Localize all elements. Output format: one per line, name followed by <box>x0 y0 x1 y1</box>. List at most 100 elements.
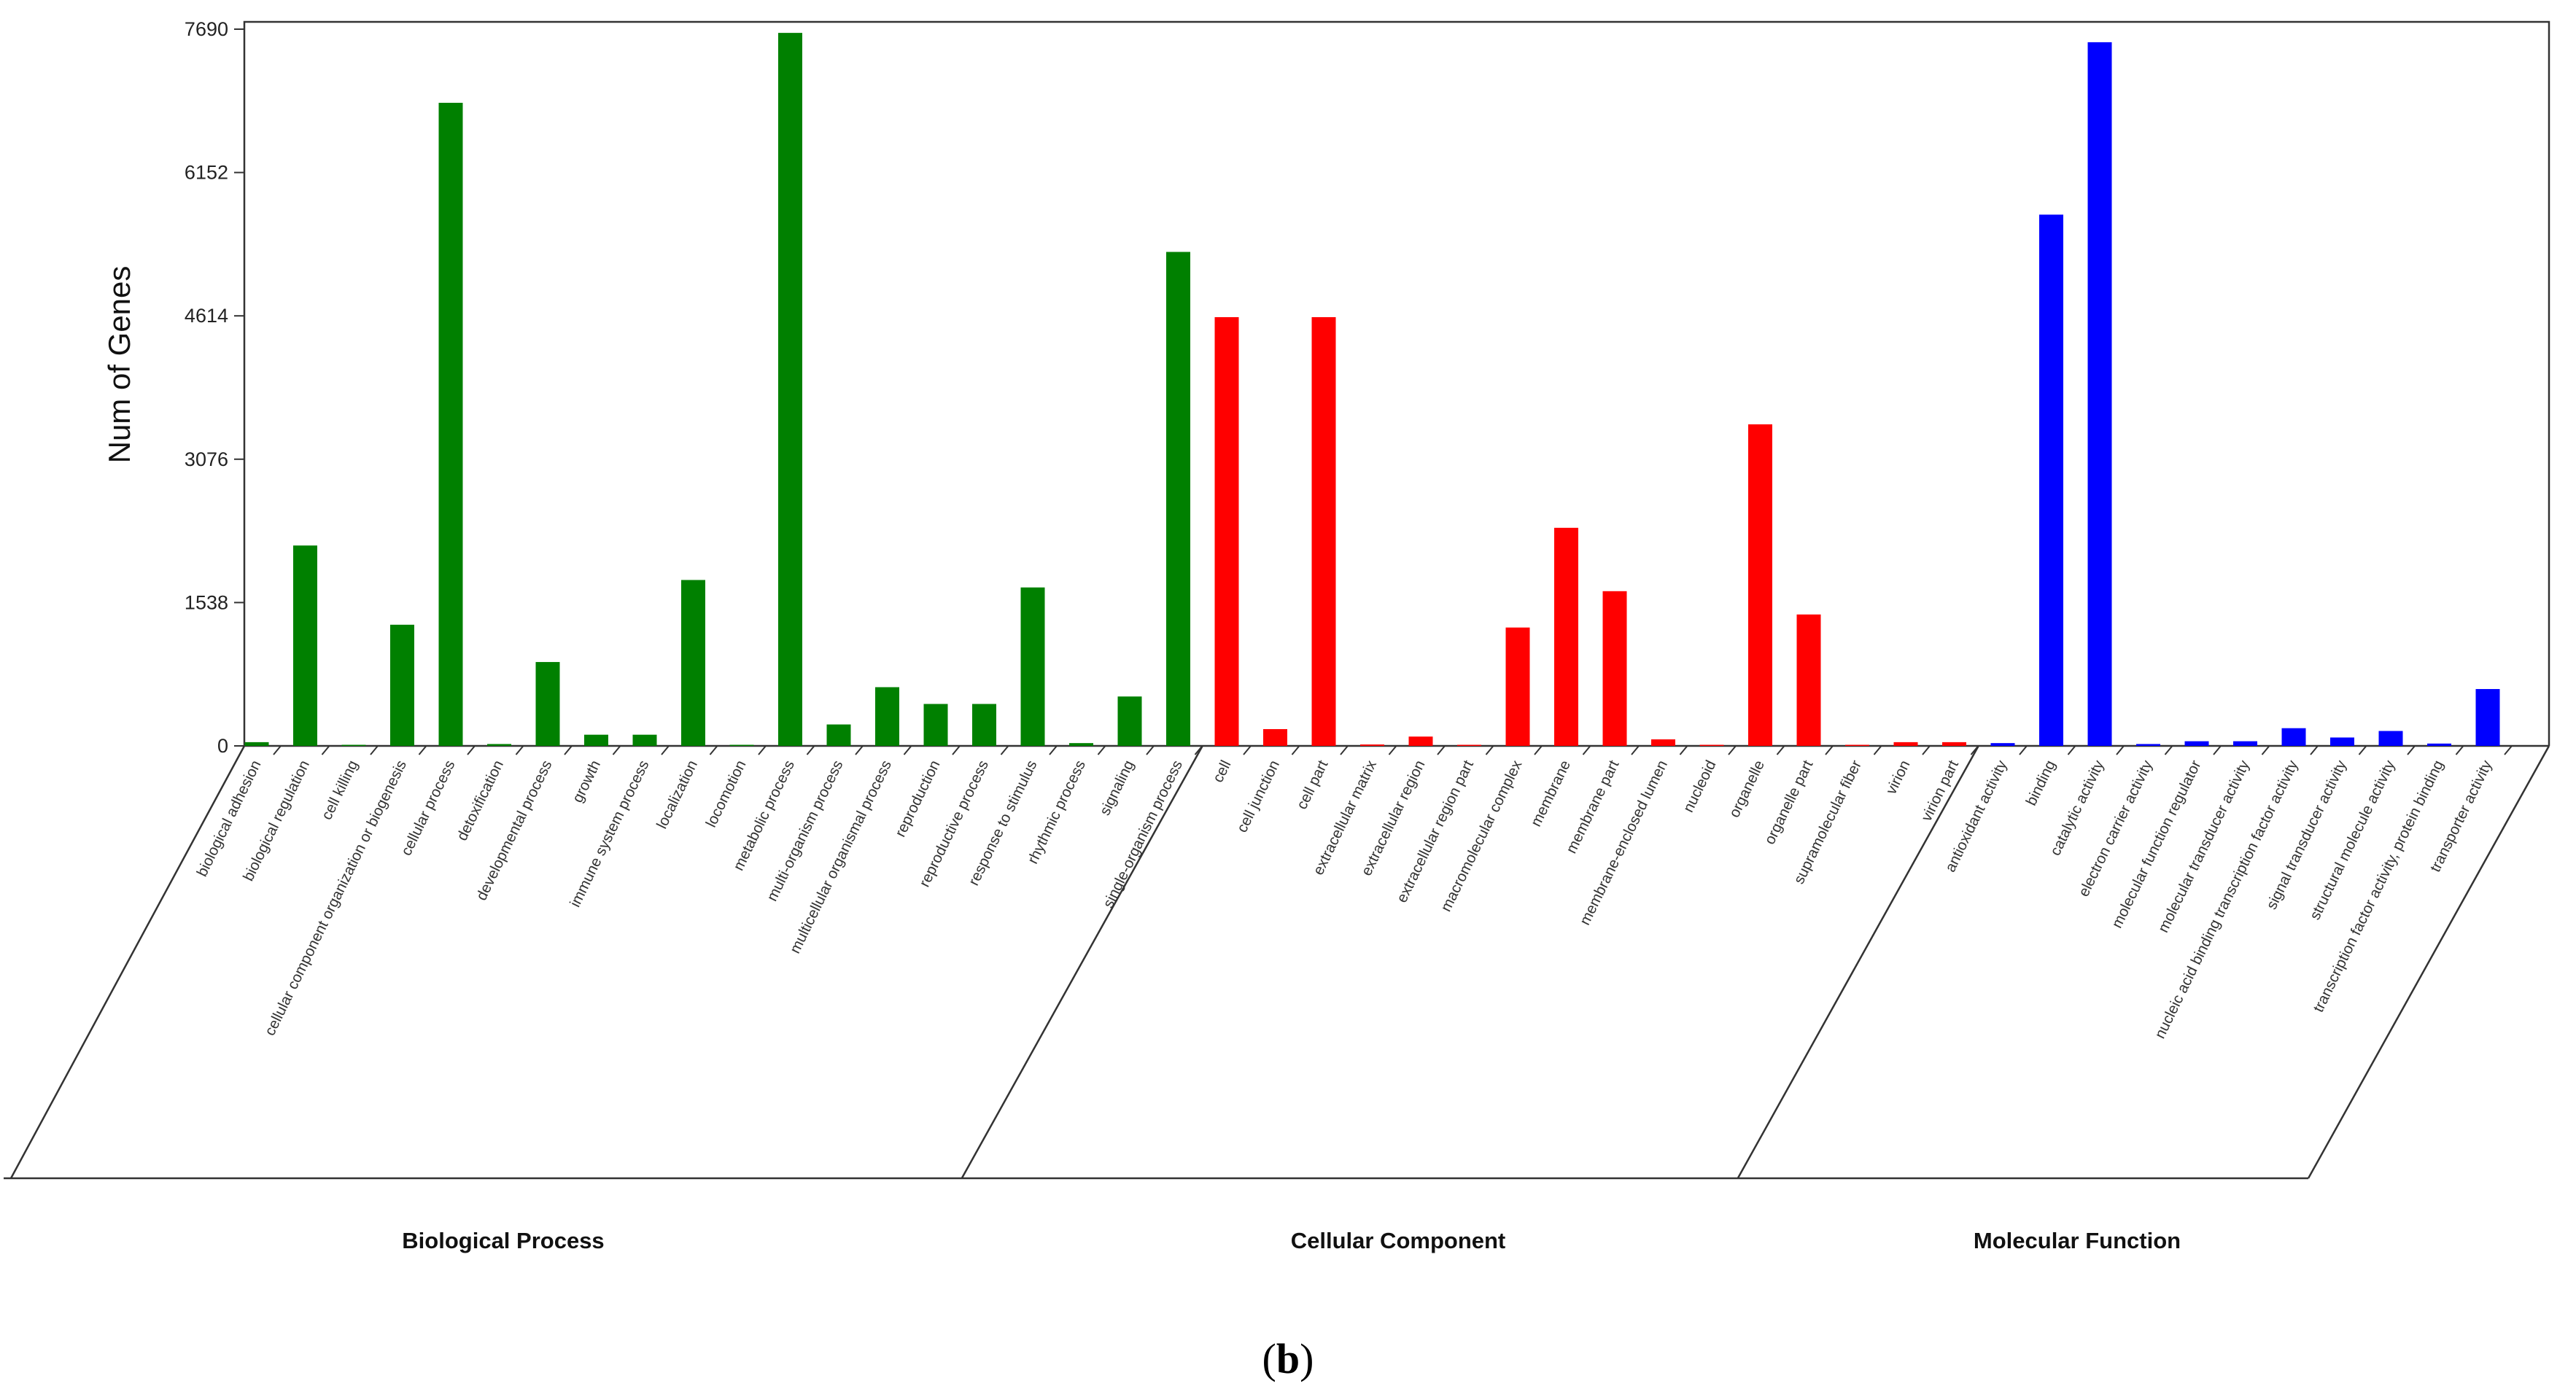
x-tick-mark <box>564 745 573 755</box>
bar-binding <box>2039 214 2063 746</box>
x-tick-mark <box>418 745 427 755</box>
x-tick-mark <box>1485 745 1494 755</box>
y-tick-label: 4614 <box>185 305 228 327</box>
x-tick-mark <box>2261 745 2270 755</box>
x-tick-mark <box>1873 745 1882 755</box>
x-tick-label-structural-molecule-activity: structural molecule activity <box>2306 757 2398 922</box>
x-tick-label-membrane: membrane <box>1527 758 1574 829</box>
x-tick-label-reproduction: reproduction <box>892 758 944 840</box>
x-tick-mark <box>1388 745 1397 755</box>
caption-letter: b <box>1276 1335 1300 1382</box>
bar-organelle <box>1748 424 1772 746</box>
x-tick-mark <box>467 745 476 755</box>
bar-cell-killing <box>341 744 366 746</box>
bar-macromolecular-complex <box>1505 627 1530 746</box>
x-tick-mark <box>903 745 912 755</box>
panel-divider <box>9 745 246 1179</box>
bar-signal-transducer-activity <box>2330 737 2354 746</box>
x-tick-mark <box>2116 745 2125 755</box>
bar-membrane-part <box>1602 591 1627 746</box>
bar-metabolic-process <box>778 33 802 746</box>
x-tick-mark <box>2164 745 2173 755</box>
y-tick-label: 1538 <box>185 591 228 613</box>
x-tick-mark <box>1437 745 1446 755</box>
x-tick-mark <box>1340 745 1349 755</box>
caption-prefix: ( <box>1262 1335 1276 1382</box>
bar-response-to-stimulus <box>1020 587 1045 746</box>
panel-divider <box>961 745 1203 1179</box>
plot-frame <box>243 20 2550 746</box>
x-tick-mark <box>2067 745 2076 755</box>
x-tick-label-detoxification: detoxification <box>454 758 507 844</box>
x-tick-mark <box>1000 745 1009 755</box>
bar-molecular-function-regulator <box>2184 741 2209 746</box>
bar-localization <box>681 580 705 746</box>
group-label-cellular-component: Cellular Component <box>1291 1228 1506 1253</box>
y-axis-title: Num of Genes <box>102 266 136 464</box>
x-tick-mark <box>2358 745 2367 755</box>
x-tick-mark <box>1922 745 1931 755</box>
bar-immune-system-process <box>632 734 657 746</box>
x-tick-mark <box>321 745 330 755</box>
x-tick-label-molecular-transducer-activity: molecular transducer activity <box>2154 757 2253 935</box>
bar-transporter-activity <box>2475 689 2500 746</box>
x-tick-mark <box>2213 745 2222 755</box>
bar-extracellular-matrix <box>1360 744 1384 746</box>
x-tick-mark <box>2504 745 2513 755</box>
x-tick-mark <box>1776 745 1785 755</box>
x-tick-label-cell-killing: cell killing <box>318 758 361 822</box>
group-label-biological-process: Biological Process <box>402 1228 604 1253</box>
x-tick-mark <box>1825 745 1834 755</box>
bar-virion <box>1893 742 1918 746</box>
x-tick-mark <box>952 745 961 755</box>
x-tick-label-binding: binding <box>2022 758 2059 809</box>
bar-supramolecular-fiber <box>1845 744 1869 746</box>
bar-rhythmic-process <box>1069 743 1093 746</box>
y-tick-label: 7690 <box>185 18 228 40</box>
y-tick-label: 3076 <box>185 448 228 470</box>
x-tick-mark <box>1728 745 1737 755</box>
bar-cellular-process <box>438 102 463 747</box>
x-tick-mark <box>806 745 815 755</box>
bar-catalytic-activity <box>2087 42 2112 746</box>
x-tick-label-organelle-part: organelle part <box>1761 758 1817 847</box>
x-tick-mark <box>758 745 767 755</box>
figure-caption: (b) <box>1262 1335 1314 1382</box>
bar-detoxification <box>487 744 511 746</box>
bar-cell-part <box>1311 316 1336 746</box>
x-tick-mark <box>1194 745 1203 755</box>
bar-nucleoid <box>1699 744 1724 746</box>
x-tick-mark <box>1679 745 1688 755</box>
x-tick-label-multicellular-organismal-process: multicellular organismal process <box>786 758 895 956</box>
tick-layer: 0 1538 3076 4614 6152 7690 <box>185 18 2513 757</box>
bar-antioxidant-activity <box>1990 743 2015 746</box>
x-tick-mark <box>515 745 524 755</box>
group-label-molecular-function: Molecular Function <box>1974 1228 2181 1253</box>
bar-cell-junction <box>1263 728 1287 746</box>
x-tick-label-organelle: organelle <box>1726 758 1768 820</box>
x-tick-mark <box>370 745 379 755</box>
bar-single-organism-process <box>1166 252 1190 746</box>
bar-developmental-process <box>535 661 560 746</box>
x-tick-mark <box>1291 745 1300 755</box>
bar-electron-carrier-activity <box>2136 744 2160 746</box>
bar-structural-molecule-activity <box>2378 731 2403 746</box>
x-tick-mark <box>1534 745 1543 755</box>
x-tick-mark <box>855 745 864 755</box>
x-tick-label-localization: localization <box>653 758 701 831</box>
x-tick-mark <box>709 745 718 755</box>
x-tick-mark <box>612 745 621 755</box>
bar-cellular-component-organization-or-biogenesis <box>390 624 414 746</box>
x-tick-label-cell-junction: cell junction <box>1233 758 1283 835</box>
x-tick-mark <box>1146 745 1155 755</box>
x-tick-label-signaling: signaling <box>1096 758 1137 818</box>
x-tick-label-cell-part: cell part <box>1293 758 1331 812</box>
x-tick-mark <box>1582 745 1591 755</box>
bar-membrane <box>1554 527 1578 746</box>
bar-virion-part <box>1942 742 1966 746</box>
bar-multi-organism-process <box>826 724 851 746</box>
x-tick-mark <box>1097 745 1106 755</box>
panel-divider <box>1737 745 1979 1179</box>
